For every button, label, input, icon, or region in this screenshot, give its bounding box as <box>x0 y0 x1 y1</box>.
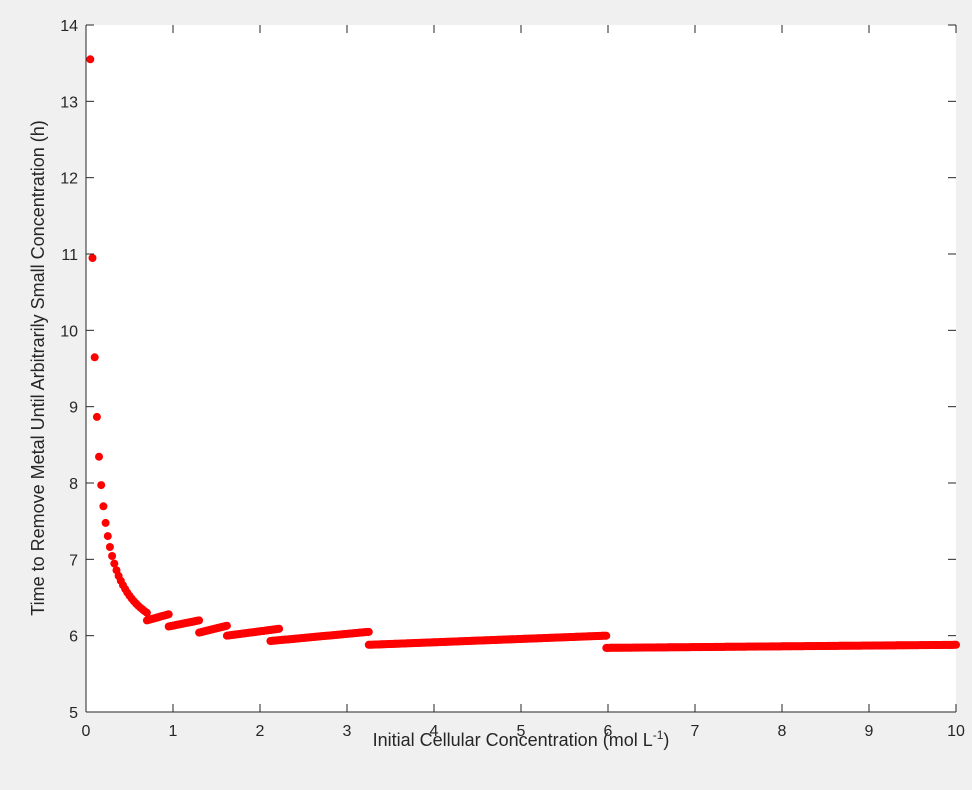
data-point <box>275 624 284 633</box>
x-axis-label-end: ) <box>663 730 669 750</box>
data-point <box>86 55 95 64</box>
x-tick-label: 1 <box>169 723 178 740</box>
data-points <box>86 55 960 652</box>
data-point <box>90 353 99 362</box>
x-tick-label: 2 <box>256 723 265 740</box>
x-tick-label: 4 <box>430 723 439 740</box>
y-tick-label: 5 <box>69 705 78 722</box>
data-point <box>164 610 173 619</box>
data-point <box>602 631 611 640</box>
data-point <box>103 532 112 541</box>
x-tick-label: 8 <box>778 723 787 740</box>
x-tick-label: 7 <box>691 723 700 740</box>
data-point <box>105 543 114 551</box>
y-axis-label: Time to Remove Metal Until Arbitrarily S… <box>28 120 48 616</box>
data-point <box>142 608 151 617</box>
data-point <box>195 616 204 625</box>
y-tick-label: 11 <box>61 247 78 264</box>
y-tick-label: 7 <box>69 552 78 569</box>
x-axis-label: Initial Cellular Concentration (mol L-1) <box>373 728 670 750</box>
y-tick-label: 9 <box>69 400 78 417</box>
x-tick-label: 5 <box>517 723 526 740</box>
data-point <box>364 627 373 636</box>
y-tick-label: 13 <box>60 94 78 111</box>
data-point <box>88 254 97 262</box>
y-tick-label: 8 <box>69 476 78 493</box>
plot-area <box>86 25 956 712</box>
data-point <box>110 559 119 568</box>
data-point <box>99 502 108 511</box>
x-tick-label: 10 <box>947 723 965 740</box>
y-tick-label: 14 <box>60 18 78 35</box>
data-point <box>101 518 110 527</box>
y-tick-label: 10 <box>60 323 78 340</box>
y-axis-ticks: 5 6 7 8 9 10 11 12 13 14 <box>60 18 956 722</box>
y-tick-label: 6 <box>69 629 78 646</box>
data-point <box>92 412 101 421</box>
x-tick-label: 9 <box>865 723 874 740</box>
x-tick-label: 0 <box>82 723 91 740</box>
data-point <box>108 552 117 560</box>
data-point <box>97 481 106 490</box>
data-point <box>95 452 103 461</box>
x-axis-label-superscript: -1 <box>653 728 664 742</box>
data-point <box>952 640 960 649</box>
x-tick-label: 3 <box>343 723 352 740</box>
x-tick-label: 6 <box>604 723 613 740</box>
y-tick-label: 12 <box>60 171 78 188</box>
x-axis-ticks: 0 1 2 3 4 5 6 7 8 9 10 <box>82 25 965 740</box>
data-point <box>222 621 231 630</box>
